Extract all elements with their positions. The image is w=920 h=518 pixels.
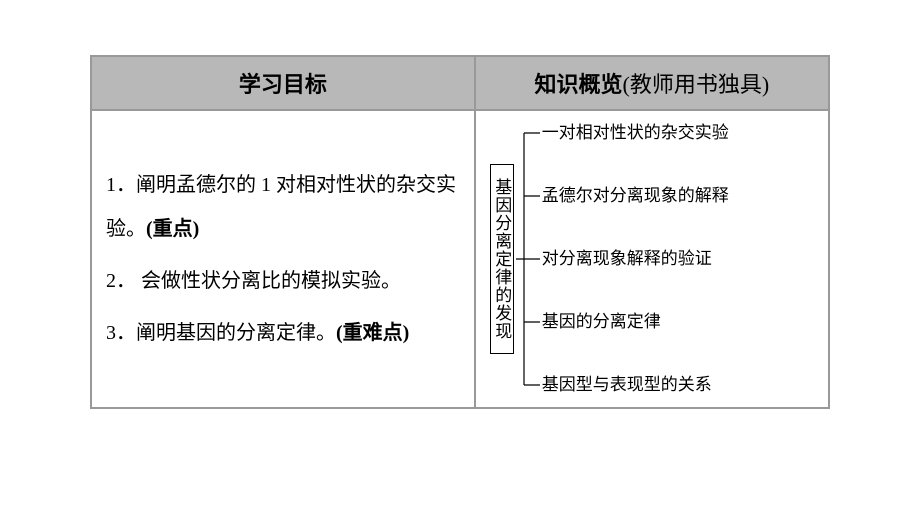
objective-1: 1．阐明孟德尔的 1 对相对性状的杂交实验。(重点)	[106, 163, 460, 251]
header-right: 知识概览(教师用书独具)	[475, 56, 829, 110]
objective-2-text: 2． 会做性状分离比的模拟实验。	[106, 270, 401, 292]
header-left-text: 学习目标	[239, 72, 327, 97]
objectives-cell: 1．阐明孟德尔的 1 对相对性状的杂交实验。(重点) 2． 会做性状分离比的模拟…	[91, 110, 475, 408]
objective-3: 3．阐明基因的分离定律。(重难点)	[106, 311, 460, 355]
bracket-icon	[514, 119, 542, 399]
branch-item: 一对相对性状的杂交实验	[542, 123, 729, 143]
content-table: 学习目标 知识概览(教师用书独具) 1．阐明孟德尔的 1 对相对性状的杂交实验。…	[90, 55, 830, 409]
diagram-cell: 基因分离定律的发现 一对相对性状的杂交实验 孟德尔对分离现象的解释 对分离现象解…	[475, 110, 829, 408]
header-right-main: 知识概览	[535, 72, 623, 97]
branch-item: 基因型与表现型的关系	[542, 375, 729, 395]
header-right-paren: (教师用书独具)	[623, 72, 770, 97]
objective-3-text: 3．阐明基因的分离定律。	[106, 322, 336, 344]
objective-1-emph: (重点)	[146, 218, 199, 240]
header-row: 学习目标 知识概览(教师用书独具)	[91, 56, 829, 110]
diagram-spine: 基因分离定律的发现	[490, 164, 514, 354]
branch-item: 基因的分离定律	[542, 312, 729, 332]
tree-diagram: 基因分离定律的发现 一对相对性状的杂交实验 孟德尔对分离现象的解释 对分离现象解…	[486, 119, 818, 399]
spine-text: 基因分离定律的发现	[489, 178, 514, 340]
body-row: 1．阐明孟德尔的 1 对相对性状的杂交实验。(重点) 2． 会做性状分离比的模拟…	[91, 110, 829, 408]
branch-item: 对分离现象解释的验证	[542, 249, 729, 269]
branch-list: 一对相对性状的杂交实验 孟德尔对分离现象的解释 对分离现象解释的验证 基因的分离…	[542, 119, 729, 399]
header-left: 学习目标	[91, 56, 475, 110]
objective-2: 2． 会做性状分离比的模拟实验。	[106, 259, 460, 303]
objective-3-emph: (重难点)	[336, 322, 409, 344]
branch-item: 孟德尔对分离现象的解释	[542, 186, 729, 206]
